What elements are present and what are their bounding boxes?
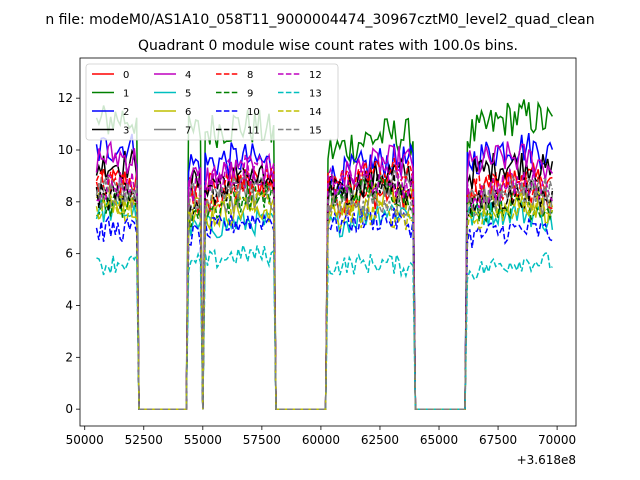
y-tick-label: 6 [65,247,73,261]
y-tick-label: 12 [58,91,73,105]
legend-label-5: 5 [185,89,191,100]
legend-label-2: 2 [123,107,129,118]
series-line-13 [96,244,553,410]
series-line-15 [95,171,554,410]
x-offset-label: +3.618e8 [517,453,576,467]
legend-label-4: 4 [185,70,191,81]
series-line-7 [95,169,554,410]
legend-label-3: 3 [123,126,129,137]
axes-frame [79,57,577,427]
series-line-4 [95,140,554,410]
y-tick-label: 8 [65,195,73,209]
series-line-14 [95,188,554,410]
legend-label-9: 9 [247,89,253,100]
x-tick-label: 67500 [479,433,517,447]
legend-label-0: 0 [123,70,129,81]
y-tick-label: 0 [65,402,73,416]
series-lines [95,99,554,410]
x-tick-label: 57500 [243,433,281,447]
x-tick-label: 62500 [361,433,399,447]
legend-label-10: 10 [247,107,260,118]
y-tick-label: 10 [58,143,73,157]
x-tick-label: 55000 [184,433,222,447]
legend-label-1: 1 [123,89,129,100]
x-tick-label: 60000 [302,433,340,447]
y-tick-label: 4 [65,298,73,312]
series-line-1 [95,99,554,410]
series-line-5 [95,196,554,410]
legend-label-14: 14 [309,107,322,118]
series-line-8 [95,158,553,410]
legend-label-6: 6 [185,107,191,118]
series-line-11 [95,166,554,410]
legend-label-11: 11 [247,126,260,137]
series-line-10 [95,207,553,410]
y-axis-ticks: 0 2 4 6 8 10 12 [58,91,80,416]
x-axis-ticks: 50000 52500 55000 57500 60000 62500 65000 67500… [66,426,576,447]
legend-label-12: 12 [309,70,322,81]
figure-title: n file: modeM0/AS1A10_058T11_9000004474_… [45,12,594,28]
legend-label-8: 8 [247,70,253,81]
x-tick-label: 50000 [66,433,104,447]
chart-title: Quadrant 0 module wise count rates with … [138,38,518,54]
x-tick-label: 65000 [420,433,458,447]
legend-label-7: 7 [185,126,191,137]
legend-label-15: 15 [309,126,322,137]
legend-label-13: 13 [309,89,322,100]
y-tick-label: 2 [65,350,73,364]
legend-box [85,63,339,141]
x-tick-label: 52500 [125,433,163,447]
x-tick-label: 70000 [538,433,576,447]
